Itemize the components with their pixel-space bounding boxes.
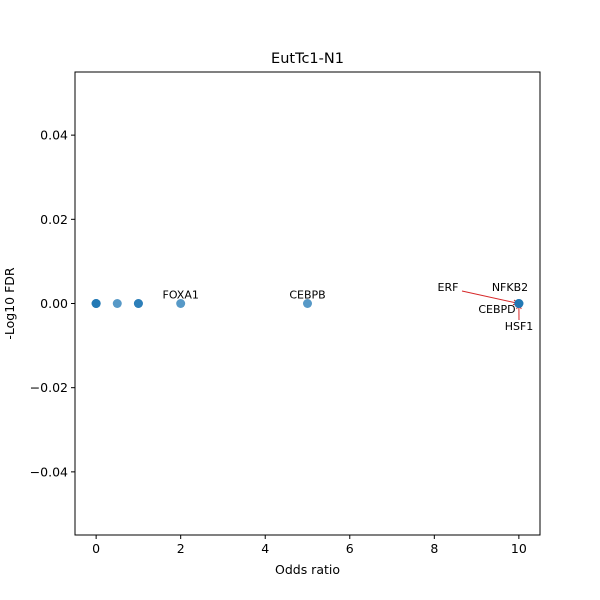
y-tick-label: −0.04 xyxy=(30,464,68,479)
data-point xyxy=(133,299,143,308)
point-annotation: NFKB2 xyxy=(492,281,528,294)
y-tick-label: 0.04 xyxy=(40,128,68,143)
data-point xyxy=(112,299,122,308)
annotation-arrow xyxy=(461,290,519,304)
data-point xyxy=(91,299,101,308)
data-point xyxy=(303,299,312,308)
x-axis-label: Odds ratio xyxy=(275,562,340,577)
point-annotations: FOXA1 CEBPB ERF NFKB2 CEBPD HSF1 xyxy=(163,281,534,333)
point-annotation: CEBPB xyxy=(289,289,325,302)
data-point xyxy=(514,299,524,308)
point-annotation: CEBPD xyxy=(478,303,515,316)
y-axis-label: -Log10 FDR xyxy=(2,267,17,340)
x-tick-label: 4 xyxy=(261,541,269,556)
y-axis-ticks: −0.04 −0.02 0.00 0.02 0.04 xyxy=(30,128,75,479)
x-tick-label: 10 xyxy=(511,541,527,556)
x-tick-label: 2 xyxy=(177,541,185,556)
x-tick-label: 6 xyxy=(346,541,354,556)
point-annotation: HSF1 xyxy=(505,320,534,333)
x-tick-label: 0 xyxy=(92,541,100,556)
plot-frame xyxy=(74,71,541,536)
y-tick-label: −0.02 xyxy=(30,380,68,395)
x-tick-label: 8 xyxy=(430,541,438,556)
y-tick-label: 0.00 xyxy=(40,296,68,311)
x-axis-ticks: 0 2 4 6 8 10 xyxy=(92,535,527,556)
data-points xyxy=(91,299,524,308)
chart-title: EutTc1-N1 xyxy=(271,51,344,67)
data-point xyxy=(176,299,186,308)
point-annotation: FOXA1 xyxy=(163,289,199,302)
y-tick-label: 0.02 xyxy=(40,212,68,227)
point-annotation: ERF xyxy=(438,281,459,294)
